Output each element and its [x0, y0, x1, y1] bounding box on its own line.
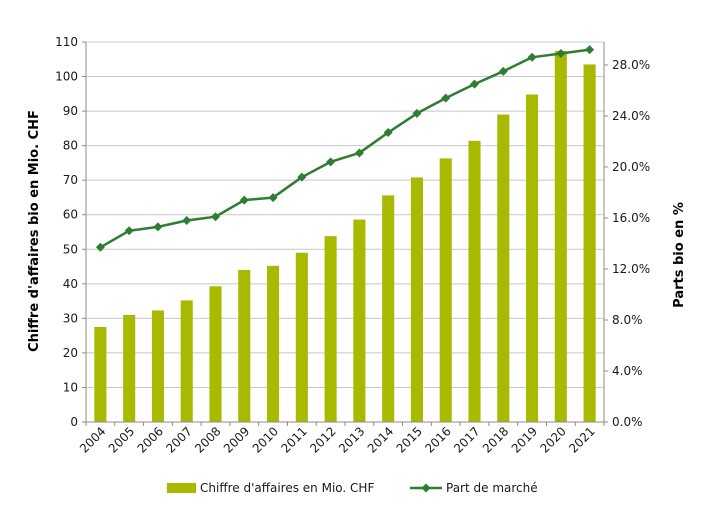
bar-2009: [238, 270, 251, 422]
line-point-2004: [95, 242, 105, 252]
y-axis-title: Chiffre d'affaires bio en Mio. CHF: [27, 110, 42, 352]
y-tick-label: 90: [63, 104, 78, 118]
bar-2010: [267, 265, 280, 422]
line-point-2021: [585, 45, 595, 55]
bar-2017: [468, 140, 481, 423]
x-tick-label: 2004: [77, 424, 108, 455]
bar-2012: [324, 236, 337, 422]
bar-2011: [295, 252, 308, 422]
bar-2005: [123, 314, 136, 422]
bar-2015: [410, 177, 423, 422]
x-axis-ticks: 2004200520062007200820092010201120122013…: [77, 422, 605, 456]
x-tick-label: 2021: [566, 424, 597, 455]
left-axis-ticks: 0 10 20 30 40 50 60 70 80 90 100 110: [55, 35, 86, 429]
line-point-2010: [268, 193, 278, 203]
x-tick-label: 2020: [537, 424, 568, 455]
line-point-2005: [124, 226, 134, 236]
line-point-2012: [326, 157, 336, 167]
x-tick-label: 2014: [365, 424, 396, 455]
x-tick-label: 2006: [135, 424, 166, 455]
x-tick-label: 2013: [336, 424, 367, 455]
market-share-line: [99, 48, 590, 249]
bar-2016: [439, 158, 452, 422]
right-axis-ticks: 0.0% 4.0% 8.0% 12.0% 16.0% 20.0% 24.0% 28.0%: [604, 58, 650, 429]
x-tick-label: 2005: [106, 424, 137, 455]
y-tick-label: 20: [63, 346, 78, 360]
bar-2008: [209, 286, 222, 422]
x-tick-label: 2015: [394, 424, 425, 455]
bar-2021: [583, 64, 596, 423]
line-point-2015: [412, 108, 422, 118]
y-tick-label: 110: [55, 35, 78, 49]
x-tick-label: 2018: [480, 424, 511, 455]
x-tick-label: 2019: [509, 424, 540, 455]
legend: Chiffre d'affaires en Mio. CHF Part de m…: [167, 481, 538, 495]
y-tick-label: 50: [63, 242, 78, 256]
line-point-2006: [153, 222, 163, 232]
x-tick-label: 2007: [163, 424, 194, 455]
line-point-2009: [239, 195, 249, 205]
bar-2020: [554, 50, 567, 423]
legend-bar-label: Chiffre d'affaires en Mio. CHF: [200, 481, 374, 495]
x-tick-label: 2016: [422, 424, 453, 455]
line-point-2016: [441, 93, 451, 103]
x-tick-label: 2010: [250, 424, 281, 455]
bar-2014: [382, 195, 395, 422]
bar-series: [94, 50, 596, 423]
line-point-2014: [383, 128, 393, 138]
y2-tick-label: 0.0%: [612, 415, 643, 429]
line-point-2013: [354, 148, 364, 158]
y-tick-label: 80: [63, 139, 78, 153]
legend-line-label: Part de marché: [446, 481, 538, 495]
line-point-2007: [182, 216, 192, 226]
y2-tick-label: 4.0%: [612, 364, 643, 378]
bar-2004: [94, 327, 107, 422]
line-point-2008: [211, 212, 220, 222]
line-point-2019: [527, 52, 537, 62]
y-tick-label: 40: [63, 277, 78, 291]
y2-tick-label: 8.0%: [612, 313, 643, 327]
y-tick-label: 70: [63, 173, 78, 187]
y-tick-label: 0: [70, 415, 78, 429]
y-tick-label: 30: [63, 311, 78, 325]
x-tick-label: 2012: [307, 424, 338, 455]
bar-2019: [526, 94, 539, 422]
x-tick-label: 2009: [221, 424, 252, 455]
line-point-2011: [297, 172, 307, 182]
y2-tick-label: 12.0%: [612, 262, 650, 276]
y2-tick-label: 24.0%: [612, 109, 650, 123]
y-tick-label: 60: [63, 208, 78, 222]
y2-tick-label: 20.0%: [612, 160, 650, 174]
x-tick-label: 2017: [451, 424, 482, 455]
line-point-2017: [470, 79, 479, 89]
bar-2018: [497, 114, 510, 422]
line-point-2018: [498, 66, 508, 76]
bar-2013: [353, 219, 366, 422]
y2-axis-title: Parts bio en %: [672, 202, 687, 308]
legend-line-marker: [421, 483, 431, 493]
y2-tick-label: 28.0%: [612, 58, 650, 72]
y-tick-label: 100: [55, 70, 78, 84]
line-point-2020: [556, 48, 566, 58]
x-tick-label: 2008: [192, 424, 223, 455]
y-tick-label: 10: [63, 380, 78, 394]
bar-2006: [151, 310, 164, 422]
x-tick-label: 2011: [278, 424, 309, 455]
line-series: [95, 45, 595, 252]
gridlines: [86, 41, 604, 388]
y2-tick-label: 16.0%: [612, 211, 650, 225]
bar-2007: [180, 300, 193, 422]
legend-bar-swatch: [167, 483, 196, 493]
